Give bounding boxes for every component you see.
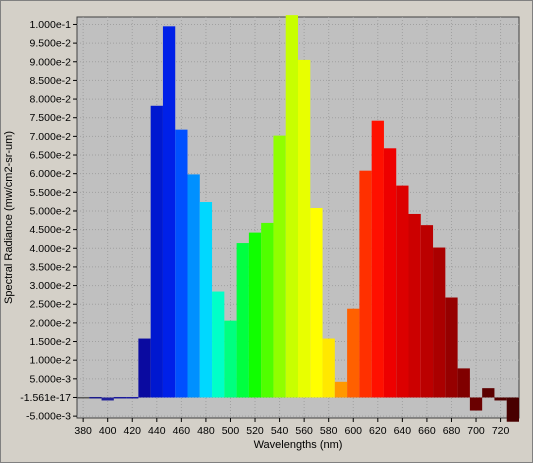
bar [138, 338, 151, 398]
bar [113, 396, 127, 399]
bar [420, 225, 434, 398]
bar [199, 202, 213, 398]
x-axis-title: Wavelengths (nm) [254, 439, 343, 451]
y-tick-label: 4.000e-2 [30, 243, 72, 255]
x-axis-ticks: 380 400 420 440 460 480 500 520 540 560 580 600 620 6… [74, 418, 509, 437]
y-tick-label: 7.000e-2 [30, 131, 72, 143]
bar [408, 213, 421, 398]
y-tick-label: 4.500e-2 [30, 224, 72, 236]
bar [101, 397, 114, 401]
bar [162, 26, 176, 398]
bar [224, 320, 237, 398]
bar [494, 397, 507, 401]
y-tick-label: 1.000e-2 [30, 355, 72, 367]
bar [396, 185, 409, 398]
bar [261, 222, 274, 398]
x-tick-label: 620 [369, 425, 387, 437]
y-tick-label: 1.500e-2 [30, 336, 72, 348]
x-tick-label: 440 [148, 425, 166, 437]
bar [298, 59, 311, 398]
y-tick-label: 8.500e-2 [30, 75, 72, 87]
y-tick-label: 6.500e-2 [30, 150, 72, 162]
y-tick-label: 9.500e-2 [30, 38, 72, 50]
y-tick-label: 6.000e-2 [30, 168, 72, 180]
bar [445, 297, 458, 398]
bar [310, 207, 323, 398]
x-tick-label: 500 [222, 425, 240, 437]
bar [89, 396, 102, 399]
x-tick-label: 460 [173, 425, 191, 437]
bar [187, 174, 200, 398]
x-tick-label: 560 [295, 425, 313, 437]
bar [126, 396, 139, 399]
bar [334, 381, 348, 398]
y-tick-label: 3.000e-2 [30, 280, 72, 292]
y-tick-label: -1.561e-17 [20, 392, 71, 404]
y-tick-label: 5.000e-2 [30, 205, 72, 217]
x-tick-label: 480 [197, 425, 215, 437]
bar [506, 397, 519, 422]
bar [371, 120, 384, 398]
x-tick-label: 520 [246, 425, 264, 437]
y-tick-label: 5.000e-3 [30, 373, 72, 385]
bar [236, 243, 249, 398]
bars [77, 15, 519, 422]
x-tick-label: 540 [271, 425, 289, 437]
bar [273, 135, 286, 398]
x-tick-label: 600 [344, 425, 362, 437]
x-tick-label: 580 [320, 425, 338, 437]
y-axis-ticks: 1.000e-1 9.500e-2 9.000e-2 8.500e-2 8.000e-2… [20, 19, 77, 423]
x-tick-label: 720 [492, 425, 510, 437]
y-tick-label: 5.500e-2 [30, 187, 72, 199]
y-tick-label: 9.000e-2 [30, 56, 72, 68]
y-tick-label: 2.500e-2 [30, 299, 72, 311]
bar [77, 396, 90, 399]
x-tick-label: 660 [418, 425, 436, 437]
bar [285, 15, 298, 398]
bar [175, 129, 188, 398]
bar [322, 338, 335, 398]
y-tick-label: 1.000e-1 [30, 19, 72, 31]
x-tick-label: 400 [99, 425, 117, 437]
x-tick-label: 700 [467, 425, 485, 437]
x-tick-label: 420 [123, 425, 141, 437]
bar [359, 170, 372, 398]
grid-lines [77, 17, 519, 418]
y-tick-label: 2.000e-2 [30, 317, 72, 329]
y-tick-label: 3.500e-2 [30, 261, 72, 273]
bar [469, 397, 483, 411]
bar [150, 105, 163, 398]
bar [347, 308, 360, 398]
bar [457, 368, 470, 398]
x-tick-label: 680 [443, 425, 461, 437]
y-tick-label: 8.000e-2 [30, 94, 72, 106]
y-axis-title: Spectral Radiance (mw/cm2-sr-um) [3, 131, 15, 304]
y-tick-label: -5.000e-3 [26, 411, 71, 423]
bar [433, 247, 446, 398]
y-tick-label: 7.500e-2 [30, 112, 72, 124]
bar [212, 291, 225, 398]
bar [248, 232, 262, 398]
x-tick-label: 380 [74, 425, 92, 437]
bar [482, 388, 495, 398]
bar [383, 148, 397, 398]
x-tick-label: 640 [394, 425, 412, 437]
